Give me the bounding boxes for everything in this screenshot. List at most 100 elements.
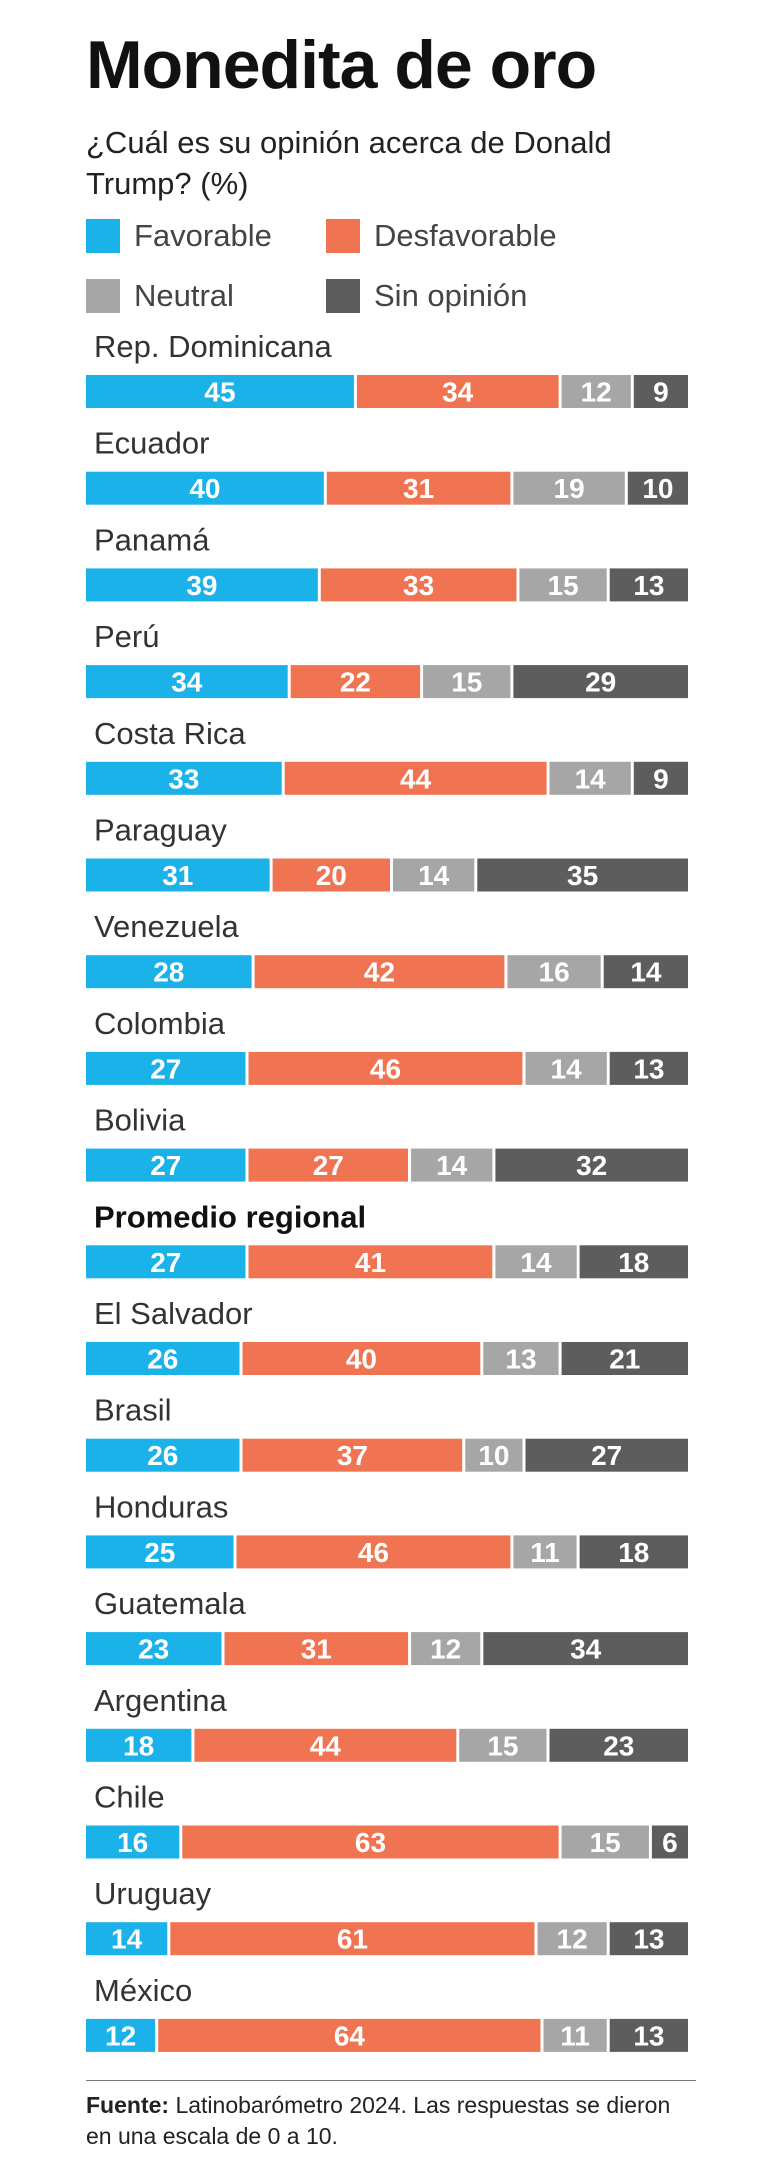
bar-rep-dominicana-desfavorable: [356, 375, 559, 408]
category-label-guatemala: Guatemala: [94, 1586, 246, 1621]
category-label-colombia: Colombia: [94, 1006, 226, 1041]
data-label-chile-favorable: 16: [117, 1827, 148, 1858]
category-label-paraguay: Paraguay: [94, 813, 227, 848]
bar-costa-rica-neutral: [549, 761, 631, 795]
data-label-el-salvador-favorable: 26: [147, 1344, 178, 1375]
bar-el-salvador-neutral: [483, 1342, 559, 1375]
bar-costa-rica-favorable: [86, 761, 282, 795]
data-label-chile-desfavorable: 63: [355, 1827, 386, 1858]
bar-uruguay-favorable: [86, 1922, 168, 1956]
category-label-brasil: Brasil: [94, 1393, 172, 1428]
bar-guatemala-favorable: [86, 1632, 222, 1666]
data-label-honduras-neutral: 11: [530, 1537, 560, 1568]
chart-title: Monedita de oro: [86, 27, 597, 103]
data-label-mexico-sin-opinion: 13: [633, 2020, 664, 2051]
data-label-panama-desfavorable: 33: [403, 570, 434, 601]
bar-mexico-desfavorable: [158, 2018, 541, 2052]
bar-brasil-neutral: [465, 1438, 523, 1472]
bar-paraguay-sin-opinion: [477, 858, 688, 892]
data-label-peru-desfavorable: 22: [340, 667, 371, 698]
bar-guatemala-desfavorable: [224, 1632, 409, 1666]
bar-honduras-desfavorable: [236, 1535, 511, 1569]
bar-paraguay-desfavorable: [272, 858, 390, 892]
data-label-venezuela-sin-opinion: 14: [630, 957, 662, 988]
bar-venezuela-neutral: [507, 955, 601, 989]
bar-guatemala-sin-opinion: [483, 1632, 688, 1666]
bar-panama-sin-opinion: [609, 568, 688, 602]
data-label-chile-neutral: 15: [590, 1827, 621, 1858]
category-label-panama: Panamá: [94, 522, 210, 557]
data-label-rep-dominicana-sin-opinion: 9: [653, 377, 669, 408]
category-label-venezuela: Venezuela: [94, 909, 240, 944]
bar-brasil-desfavorable: [242, 1438, 463, 1472]
data-label-rep-dominicana-neutral: 12: [581, 377, 612, 408]
category-label-uruguay: Uruguay: [94, 1876, 212, 1911]
bar-honduras-favorable: [86, 1535, 234, 1569]
data-label-colombia-neutral: 14: [551, 1053, 583, 1084]
legend-item-sin-opinion: Sin opinión: [326, 278, 527, 314]
data-label-bolivia-desfavorable: 27: [313, 1150, 344, 1181]
data-label-venezuela-desfavorable: 42: [364, 957, 395, 988]
bar-venezuela-sin-opinion: [603, 955, 688, 989]
data-label-venezuela-neutral: 16: [539, 957, 570, 988]
bar-chile-sin-opinion: [651, 1825, 688, 1859]
bar-brasil-sin-opinion: [525, 1438, 688, 1472]
category-label-costa-rica: Costa Rica: [94, 716, 246, 751]
data-label-peru-neutral: 15: [451, 667, 482, 698]
bar-uruguay-sin-opinion: [609, 1922, 688, 1956]
data-label-mexico-desfavorable: 64: [334, 2020, 366, 2051]
bar-uruguay-desfavorable: [170, 1922, 535, 1956]
legend-item-desfavorable: Desfavorable: [326, 218, 557, 254]
bar-peru-neutral: [423, 665, 511, 699]
legend-swatch-desfavorable: [326, 219, 360, 253]
bar-argentina-sin-opinion: [549, 1728, 688, 1762]
category-label-honduras: Honduras: [94, 1489, 228, 1524]
bar-mexico-sin-opinion: [609, 2018, 688, 2052]
bar-colombia-desfavorable: [248, 1051, 523, 1085]
data-label-el-salvador-sin-opinion: 21: [609, 1344, 640, 1375]
bar-honduras-neutral: [513, 1535, 577, 1569]
data-label-bolivia-neutral: 14: [436, 1150, 468, 1181]
data-label-paraguay-desfavorable: 20: [316, 860, 347, 891]
bar-promedio-regional-neutral: [495, 1245, 577, 1279]
data-label-mexico-neutral: 11: [560, 2020, 590, 2051]
data-label-paraguay-favorable: 31: [162, 860, 193, 891]
data-label-rep-dominicana-favorable: 45: [204, 377, 235, 408]
data-label-panama-sin-opinion: 13: [633, 570, 664, 601]
data-label-ecuador-neutral: 19: [554, 473, 585, 504]
data-label-uruguay-neutral: 12: [557, 1924, 588, 1955]
bar-ecuador-neutral: [513, 471, 625, 505]
bar-rep-dominicana-neutral: [561, 375, 631, 408]
legend-label-favorable: Favorable: [134, 218, 272, 253]
bar-argentina-desfavorable: [194, 1728, 457, 1762]
data-label-promedio-regional-favorable: 27: [150, 1247, 181, 1278]
bar-venezuela-desfavorable: [254, 955, 505, 989]
data-label-ecuador-favorable: 40: [189, 473, 220, 504]
data-label-costa-rica-sin-opinion: 9: [653, 763, 669, 794]
bar-ecuador-sin-opinion: [627, 471, 688, 505]
data-label-brasil-neutral: 10: [478, 1440, 509, 1471]
bar-rep-dominicana-favorable: [86, 375, 354, 408]
bar-bolivia-favorable: [86, 1148, 246, 1182]
bar-panama-neutral: [519, 568, 607, 602]
data-label-promedio-regional-neutral: 14: [520, 1247, 552, 1278]
data-label-argentina-sin-opinion: 23: [603, 1730, 634, 1761]
data-label-bolivia-sin-opinion: 32: [576, 1150, 607, 1181]
bar-panama-desfavorable: [320, 568, 517, 602]
bar-colombia-sin-opinion: [609, 1051, 688, 1085]
legend-item-neutral: Neutral: [86, 278, 234, 314]
bar-ecuador-favorable: [86, 471, 324, 505]
data-label-honduras-desfavorable: 46: [358, 1537, 389, 1568]
bar-promedio-regional-favorable: [86, 1245, 246, 1279]
legend-swatch-neutral: [86, 279, 120, 313]
bar-el-salvador-favorable: [86, 1342, 240, 1375]
bar-costa-rica-sin-opinion: [633, 761, 688, 795]
data-label-peru-favorable: 34: [171, 667, 203, 698]
bar-uruguay-neutral: [537, 1922, 607, 1956]
bar-bolivia-neutral: [411, 1148, 493, 1182]
category-label-chile: Chile: [94, 1780, 165, 1815]
bar-mexico-favorable: [86, 2018, 156, 2052]
bar-chile-favorable: [86, 1825, 180, 1859]
bar-paraguay-favorable: [86, 858, 270, 892]
bar-brasil-favorable: [86, 1438, 240, 1472]
